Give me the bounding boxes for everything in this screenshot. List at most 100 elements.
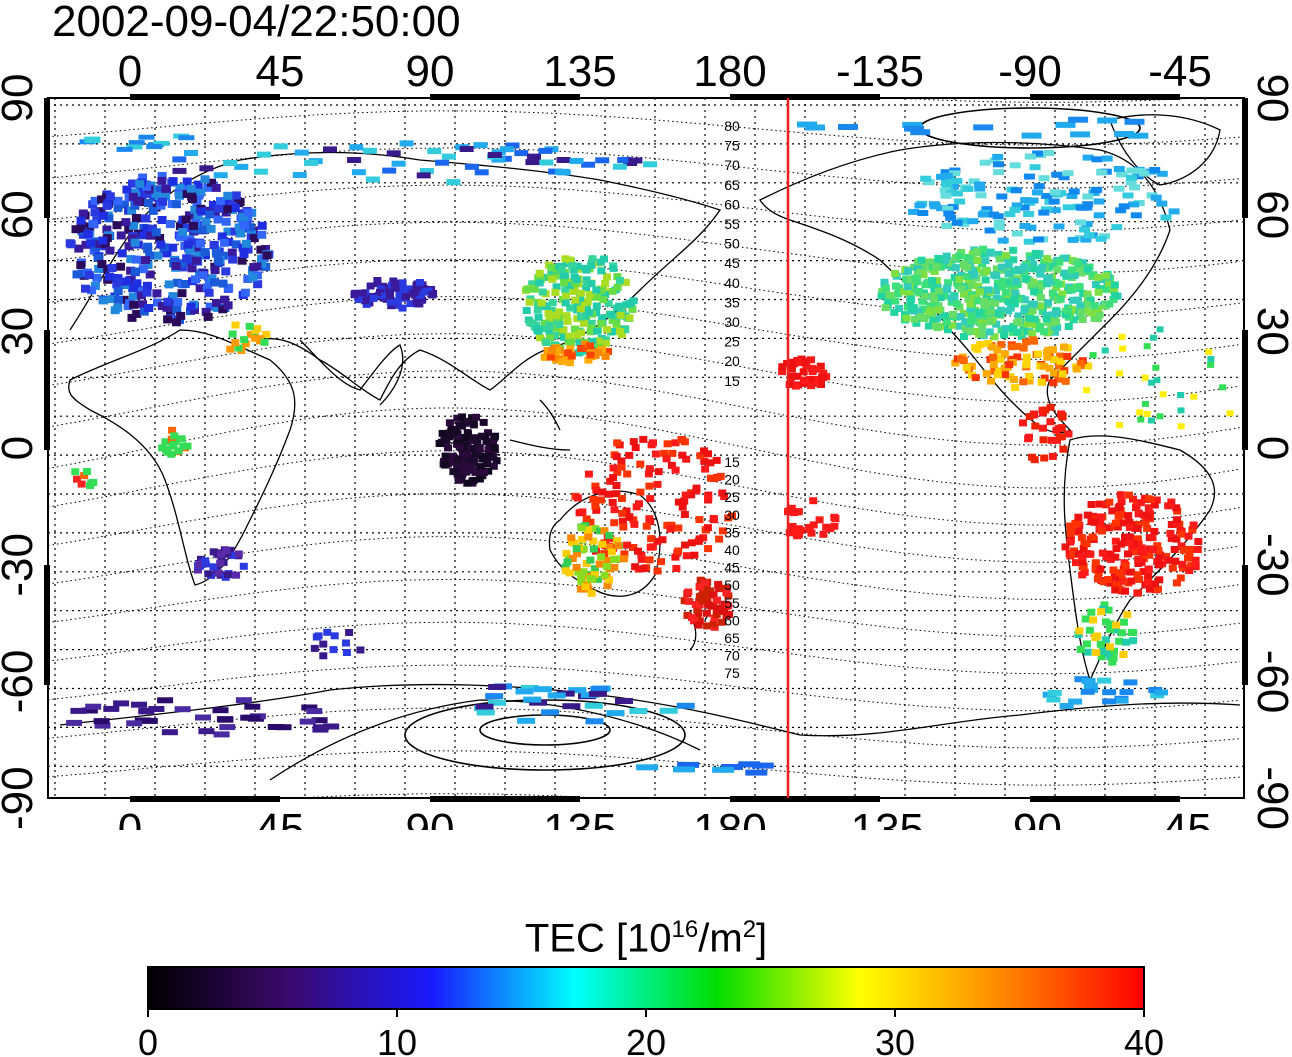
tec-cell — [395, 290, 404, 297]
tec-cell — [347, 157, 362, 163]
tec-cell — [78, 209, 88, 218]
tec-cell — [1025, 377, 1034, 385]
tec-cell — [1089, 616, 1098, 624]
tec-cell — [382, 167, 397, 174]
tec-cell — [1085, 626, 1094, 634]
tec-cell — [595, 157, 610, 164]
contour-label: 20 — [724, 472, 740, 488]
tec-cell — [1177, 407, 1185, 414]
tec-cell — [916, 313, 925, 321]
tec-cell — [807, 356, 815, 364]
tec-cell — [251, 326, 260, 334]
tec-cell — [975, 288, 984, 296]
tec-cell — [1082, 301, 1091, 308]
tec-cell — [567, 534, 576, 542]
tec-cell — [973, 345, 982, 353]
tec-cell — [1191, 563, 1200, 571]
tec-cell — [178, 263, 188, 272]
tec-cell — [597, 267, 606, 275]
tec-cell — [116, 231, 126, 240]
tec-cell — [993, 224, 1005, 231]
tec-cell — [629, 708, 648, 714]
tec-cell — [1030, 315, 1039, 323]
tec-cell — [977, 330, 986, 338]
tec-cell — [102, 225, 112, 234]
tec-cell — [992, 294, 1001, 302]
tec-cell — [489, 453, 498, 461]
lat-tick-label: -60 — [0, 650, 42, 714]
tec-cell — [700, 447, 708, 455]
tec-cell — [1111, 224, 1123, 231]
tec-cell — [454, 461, 463, 469]
tec-cell — [1010, 295, 1019, 303]
tec-cell — [612, 163, 627, 170]
tec-cell — [1039, 362, 1048, 370]
tec-cell — [1025, 372, 1034, 380]
tec-cell — [195, 561, 204, 569]
tec-cell — [877, 292, 886, 300]
tec-cell — [178, 135, 195, 141]
tec-cell — [1134, 510, 1143, 518]
tec-cell — [975, 192, 987, 199]
tec-cell — [816, 362, 825, 370]
tec-cell — [1075, 219, 1087, 226]
tec-cell — [588, 337, 597, 345]
tec-cell — [1032, 321, 1040, 329]
tec-cell — [615, 302, 624, 310]
tec-cell — [1102, 618, 1110, 626]
tec-cell — [1083, 640, 1091, 648]
tec-cell — [240, 336, 249, 344]
tec-cell — [1164, 502, 1173, 510]
tec-cell — [972, 313, 981, 321]
tec-cell — [788, 523, 797, 530]
tec-cell — [1031, 422, 1040, 430]
tec-cell — [342, 639, 350, 647]
tec-cell — [579, 568, 588, 576]
tec-cell — [684, 597, 693, 605]
tec-cell — [212, 707, 229, 714]
tec-cell — [561, 255, 570, 263]
tec-cell — [1160, 214, 1172, 221]
tec-cell — [964, 295, 973, 303]
tec-cell — [401, 293, 410, 301]
tec-cell — [126, 266, 136, 275]
tec-cell — [185, 246, 195, 255]
tec-cell — [1119, 577, 1127, 585]
tec-cell — [165, 220, 175, 229]
tec-cell — [608, 498, 617, 506]
tec-cell — [482, 458, 491, 466]
tec-cell — [914, 288, 923, 295]
tec-cell — [581, 161, 596, 168]
tec-cell — [85, 703, 102, 710]
tec-cell — [1068, 266, 1077, 274]
tec-cell — [1038, 209, 1050, 216]
tec-cell — [651, 450, 660, 458]
tec-cell — [292, 172, 307, 178]
contour-latitude-labels: 8075706560555045403530252015152025303540… — [724, 118, 740, 681]
tec-cell — [97, 195, 107, 204]
tec-cell — [475, 445, 484, 453]
tec-cell — [1011, 202, 1023, 209]
tec-cell — [94, 722, 111, 729]
tec-cell — [484, 467, 493, 475]
tec-cell — [702, 609, 711, 617]
tec-cell — [1080, 236, 1092, 243]
tec-cell — [1014, 265, 1023, 273]
tec-cell — [1102, 698, 1117, 705]
tec-cell — [594, 349, 603, 357]
tec-cell — [124, 242, 134, 251]
tec-cell — [639, 435, 648, 443]
contour-label: 70 — [724, 648, 740, 664]
tec-cell — [908, 208, 919, 215]
tec-cell — [969, 294, 978, 302]
tec-cell — [351, 169, 366, 176]
tec-cell — [659, 707, 678, 714]
tec-cell — [1031, 189, 1043, 196]
tec-cell — [129, 221, 139, 230]
tec-cell — [941, 223, 953, 229]
tec-cell — [615, 276, 624, 284]
tec-cell — [643, 161, 658, 168]
tec-cell — [245, 322, 254, 330]
tec-cell — [1020, 263, 1029, 271]
tec-cell — [957, 271, 966, 279]
